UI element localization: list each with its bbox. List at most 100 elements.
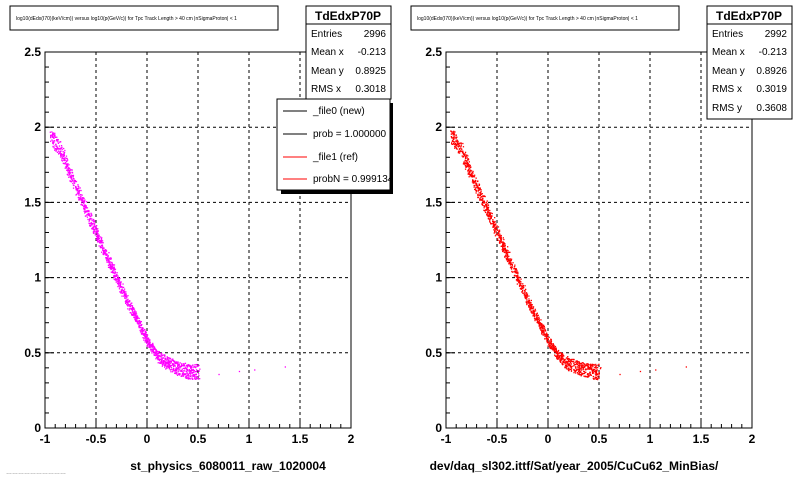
data-point: [583, 365, 585, 367]
data-point: [199, 368, 201, 370]
data-point: [189, 364, 191, 366]
data-point: [89, 224, 92, 227]
data-point: [109, 265, 112, 267]
data-point: [533, 312, 535, 314]
data-point: [458, 145, 460, 147]
data-point: [513, 271, 515, 273]
data-point: [477, 193, 479, 195]
data-point: [160, 362, 162, 364]
data-point: [139, 331, 142, 333]
data-point: [134, 318, 136, 320]
data-point: [518, 285, 521, 287]
data-point: [78, 199, 80, 201]
data-point: [511, 266, 513, 269]
data-point: [487, 210, 489, 212]
data-point: [530, 305, 532, 307]
data-point: [154, 354, 157, 356]
data-point: [105, 250, 107, 252]
data-point: [158, 355, 161, 357]
data-point: [64, 158, 66, 160]
data-point: [468, 170, 470, 172]
data-point: [595, 373, 598, 376]
x-tick-label: -1: [40, 432, 51, 446]
data-point: [451, 137, 454, 139]
data-point: [464, 153, 466, 156]
data-point: [135, 311, 137, 313]
data-point: [190, 368, 192, 370]
stats-value: 0.8925: [355, 66, 386, 77]
data-point: [143, 333, 145, 335]
data-point: [114, 272, 117, 274]
data-point: [53, 137, 55, 139]
data-point: [595, 374, 597, 376]
data-point: [104, 249, 106, 252]
data-point: [579, 369, 581, 371]
data-point: [578, 370, 580, 372]
data-point: [53, 140, 55, 142]
data-point: [148, 346, 150, 348]
data-point: [459, 142, 461, 144]
data-point: [555, 347, 557, 349]
data-point: [504, 255, 507, 257]
data-point: [92, 222, 94, 224]
data-point: [75, 189, 77, 191]
data-point: [85, 206, 87, 208]
data-point: [189, 374, 191, 377]
data-point: [509, 259, 512, 261]
data-point: [505, 250, 507, 252]
data-point: [506, 253, 509, 256]
data-point: [153, 351, 155, 354]
data-point: [87, 218, 89, 221]
data-point: [589, 366, 591, 369]
data-point: [528, 305, 530, 307]
data-point: [464, 151, 467, 153]
data-point: [498, 230, 501, 233]
data-point: [124, 296, 126, 298]
data-point: [532, 311, 534, 313]
data-point: [95, 235, 98, 238]
data-point: [173, 362, 175, 364]
data-point: [541, 330, 544, 332]
data-point: [506, 257, 508, 260]
data-point: [598, 374, 600, 376]
data-point: [62, 151, 64, 153]
data-point: [500, 237, 502, 240]
data-point: [497, 229, 499, 231]
data-point: [90, 223, 93, 225]
data-point: [72, 176, 74, 178]
data-point: [491, 215, 493, 217]
data-point: [153, 346, 155, 348]
data-point: [139, 322, 141, 324]
data-point: [516, 275, 518, 277]
data-point: [495, 223, 497, 225]
data-point: [195, 375, 197, 378]
data-point: [128, 304, 130, 306]
data-point: [143, 329, 145, 331]
data-point: [66, 160, 68, 163]
data-point: [84, 199, 86, 201]
data-point: [180, 375, 182, 377]
data-point: [192, 375, 194, 377]
data-point: [101, 245, 104, 247]
data-point: [154, 348, 156, 350]
data-point: [515, 276, 518, 278]
data-point: [122, 292, 125, 294]
data-point: [474, 174, 476, 176]
data-point: [566, 358, 568, 360]
data-point: [466, 165, 469, 168]
data-point: [534, 308, 536, 310]
data-point: [111, 267, 113, 269]
data-point: [52, 141, 54, 144]
data-point: [517, 275, 519, 277]
data-point: [569, 366, 572, 368]
data-point: [94, 234, 96, 236]
data-point: [561, 363, 563, 365]
data-point: [197, 365, 199, 367]
data-point: [496, 234, 498, 236]
data-point: [462, 150, 464, 152]
data-point: [502, 247, 504, 250]
data-point: [516, 270, 518, 272]
data-point: [148, 339, 150, 341]
data-point: [173, 365, 175, 368]
data-point: [175, 369, 177, 371]
